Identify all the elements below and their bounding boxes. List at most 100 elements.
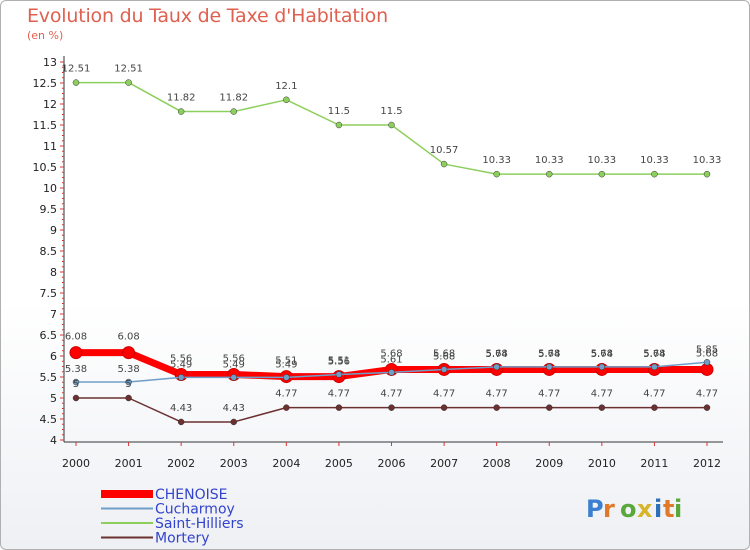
x-tick-label: 2008 — [483, 457, 511, 470]
logo-letter: P — [586, 495, 604, 523]
data-point — [72, 79, 80, 86]
data-point — [335, 371, 343, 378]
data-label: 5.56 — [170, 353, 192, 364]
data-label: 4.77 — [538, 389, 560, 400]
data-point — [440, 404, 448, 411]
data-label: 5.68 — [380, 348, 402, 359]
data-label: 4.77 — [643, 389, 665, 400]
x-tick-label: 2003 — [220, 457, 248, 470]
data-point — [703, 359, 711, 366]
data-label: 11.5 — [380, 106, 402, 117]
data-label: 5.74 — [486, 349, 508, 360]
data-label: 5.56 — [223, 353, 245, 364]
data-point — [651, 170, 658, 178]
data-label: 10.33 — [535, 155, 564, 166]
data-label: 5.68 — [486, 348, 508, 359]
data-label: 4.43 — [170, 403, 192, 414]
series-mortery: 5 5 4.43 4.43 4.77 4.77 4.77 4.77 4.77 4.77 4.77 4.… — [72, 379, 718, 426]
y-tick-label: 6 — [50, 350, 57, 363]
data-point — [69, 346, 83, 360]
data-label: 5.68 — [433, 348, 455, 359]
data-point — [651, 404, 658, 411]
y-tick-label: 5.5 — [40, 371, 58, 384]
y-tick-label: 11.5 — [33, 119, 58, 132]
legend-label: Cucharmoy — [155, 502, 235, 518]
y-tick-label: 9.5 — [40, 203, 58, 216]
y-tick-label: 10.5 — [33, 161, 58, 174]
logo-letter: r — [603, 495, 615, 523]
data-label: 5.49 — [275, 359, 297, 370]
data-point — [125, 79, 132, 86]
data-label: 4.43 — [223, 403, 245, 414]
data-point — [283, 96, 290, 104]
series-cucharmoy: 5.38 5.38 5.49 5.49 5.49 5.56 5.61 5.68 5.74 5.74… — [65, 344, 718, 386]
data-label: 11.5 — [328, 106, 350, 117]
x-tick-label: 2002 — [167, 457, 195, 470]
data-label: 12.51 — [62, 64, 91, 75]
data-point — [546, 170, 553, 178]
logo-letter: t — [663, 495, 674, 523]
data-label: 5 — [125, 379, 131, 390]
data-label: 4.77 — [275, 389, 297, 400]
data-label: 4.77 — [591, 389, 613, 400]
data-point — [122, 346, 136, 360]
x-tick-label: 2005 — [325, 457, 353, 470]
y-tick-label: 4 — [50, 434, 57, 447]
data-label: 6.08 — [65, 332, 87, 343]
chart-unit: (en %) — [27, 29, 64, 42]
data-point — [651, 363, 658, 371]
y-tick-label: 7.5 — [40, 287, 58, 300]
data-label: 11.82 — [167, 93, 196, 104]
data-point — [230, 374, 237, 381]
data-label: 5.85 — [696, 344, 718, 355]
data-label: 10.33 — [640, 155, 669, 166]
logo-letter: i — [674, 495, 682, 523]
data-point — [493, 404, 500, 411]
data-point — [335, 121, 343, 129]
y-tick-label: 12.5 — [33, 77, 58, 90]
legend-label: Saint-Hilliers — [155, 516, 244, 532]
y-tick-label: 8 — [50, 266, 57, 279]
data-point — [546, 363, 553, 371]
data-point — [598, 170, 606, 178]
y-tick-label: 9 — [50, 224, 57, 237]
data-label: 5.68 — [433, 351, 455, 362]
logo-letter: i — [654, 495, 662, 523]
data-label: 5.49 — [170, 359, 192, 370]
data-point — [125, 378, 132, 386]
x-tick-label: 2012 — [693, 457, 721, 470]
data-label: 5.49 — [223, 359, 245, 370]
x-tick-label: 2011 — [640, 457, 668, 470]
data-point — [388, 121, 395, 129]
y-tick-label: 8.5 — [40, 245, 58, 258]
data-label: 5.61 — [380, 354, 402, 365]
logo-letter: x — [637, 495, 653, 523]
legend-label: CHENOISE — [155, 487, 228, 503]
data-label: 5 — [73, 379, 79, 390]
x-tick-label: 2009 — [535, 457, 563, 470]
data-point — [72, 378, 80, 386]
y-tick-label: 11 — [43, 140, 57, 153]
data-label: 5.68 — [643, 348, 665, 359]
data-point — [493, 170, 500, 178]
y-tick-label: 6.5 — [40, 329, 58, 342]
data-point — [230, 418, 237, 426]
data-point — [388, 404, 395, 411]
data-point — [177, 108, 185, 115]
y-tick-label: 7 — [50, 308, 57, 321]
data-point — [230, 108, 237, 115]
x-tick-label: 2006 — [378, 457, 406, 470]
data-point — [703, 170, 711, 178]
data-label: 5.68 — [696, 348, 718, 359]
data-label: 5.38 — [117, 364, 139, 375]
data-label: 4.77 — [486, 389, 508, 400]
data-label: 5.38 — [65, 364, 87, 375]
data-label: 10.33 — [588, 155, 617, 166]
data-point — [283, 374, 290, 381]
data-point — [72, 394, 80, 402]
data-point — [546, 404, 553, 411]
data-label: 5.74 — [591, 349, 613, 360]
data-label: 5.68 — [538, 348, 560, 359]
